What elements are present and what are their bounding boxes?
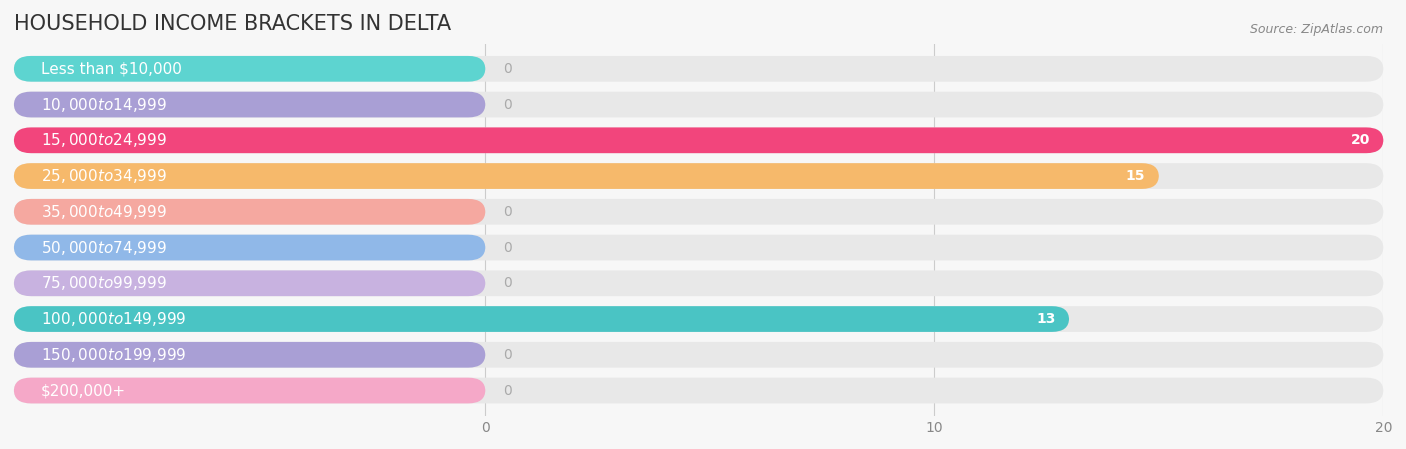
Text: $75,000 to $99,999: $75,000 to $99,999	[41, 274, 167, 292]
Text: 15: 15	[1126, 169, 1146, 183]
Text: 0: 0	[503, 276, 512, 291]
FancyBboxPatch shape	[14, 92, 485, 118]
Text: $15,000 to $24,999: $15,000 to $24,999	[41, 131, 167, 150]
FancyBboxPatch shape	[14, 235, 485, 260]
FancyBboxPatch shape	[14, 342, 1384, 368]
Text: 0: 0	[503, 348, 512, 362]
Text: $150,000 to $199,999: $150,000 to $199,999	[41, 346, 186, 364]
FancyBboxPatch shape	[14, 56, 485, 82]
FancyBboxPatch shape	[14, 342, 485, 368]
FancyBboxPatch shape	[14, 270, 485, 296]
Text: $200,000+: $200,000+	[41, 383, 127, 398]
Text: 0: 0	[503, 383, 512, 397]
Text: 0: 0	[503, 97, 512, 111]
FancyBboxPatch shape	[14, 306, 1069, 332]
Text: $50,000 to $74,999: $50,000 to $74,999	[41, 238, 167, 256]
Text: $35,000 to $49,999: $35,000 to $49,999	[41, 203, 167, 221]
FancyBboxPatch shape	[14, 270, 1384, 296]
Text: 0: 0	[503, 205, 512, 219]
Text: $100,000 to $149,999: $100,000 to $149,999	[41, 310, 186, 328]
Text: Less than $10,000: Less than $10,000	[41, 62, 181, 76]
FancyBboxPatch shape	[14, 306, 1384, 332]
FancyBboxPatch shape	[14, 163, 1159, 189]
FancyBboxPatch shape	[14, 199, 1384, 224]
FancyBboxPatch shape	[14, 163, 1384, 189]
FancyBboxPatch shape	[14, 378, 485, 403]
FancyBboxPatch shape	[14, 92, 1384, 118]
FancyBboxPatch shape	[14, 378, 1384, 403]
FancyBboxPatch shape	[14, 235, 1384, 260]
FancyBboxPatch shape	[14, 199, 485, 224]
Text: $25,000 to $34,999: $25,000 to $34,999	[41, 167, 167, 185]
Text: Source: ZipAtlas.com: Source: ZipAtlas.com	[1250, 23, 1384, 36]
Text: 20: 20	[1351, 133, 1369, 147]
Text: 13: 13	[1036, 312, 1056, 326]
FancyBboxPatch shape	[14, 128, 1384, 153]
Text: $10,000 to $14,999: $10,000 to $14,999	[41, 96, 167, 114]
FancyBboxPatch shape	[14, 56, 1384, 82]
Text: 0: 0	[503, 241, 512, 255]
Text: 0: 0	[503, 62, 512, 76]
Text: HOUSEHOLD INCOME BRACKETS IN DELTA: HOUSEHOLD INCOME BRACKETS IN DELTA	[14, 14, 451, 34]
FancyBboxPatch shape	[14, 128, 1384, 153]
